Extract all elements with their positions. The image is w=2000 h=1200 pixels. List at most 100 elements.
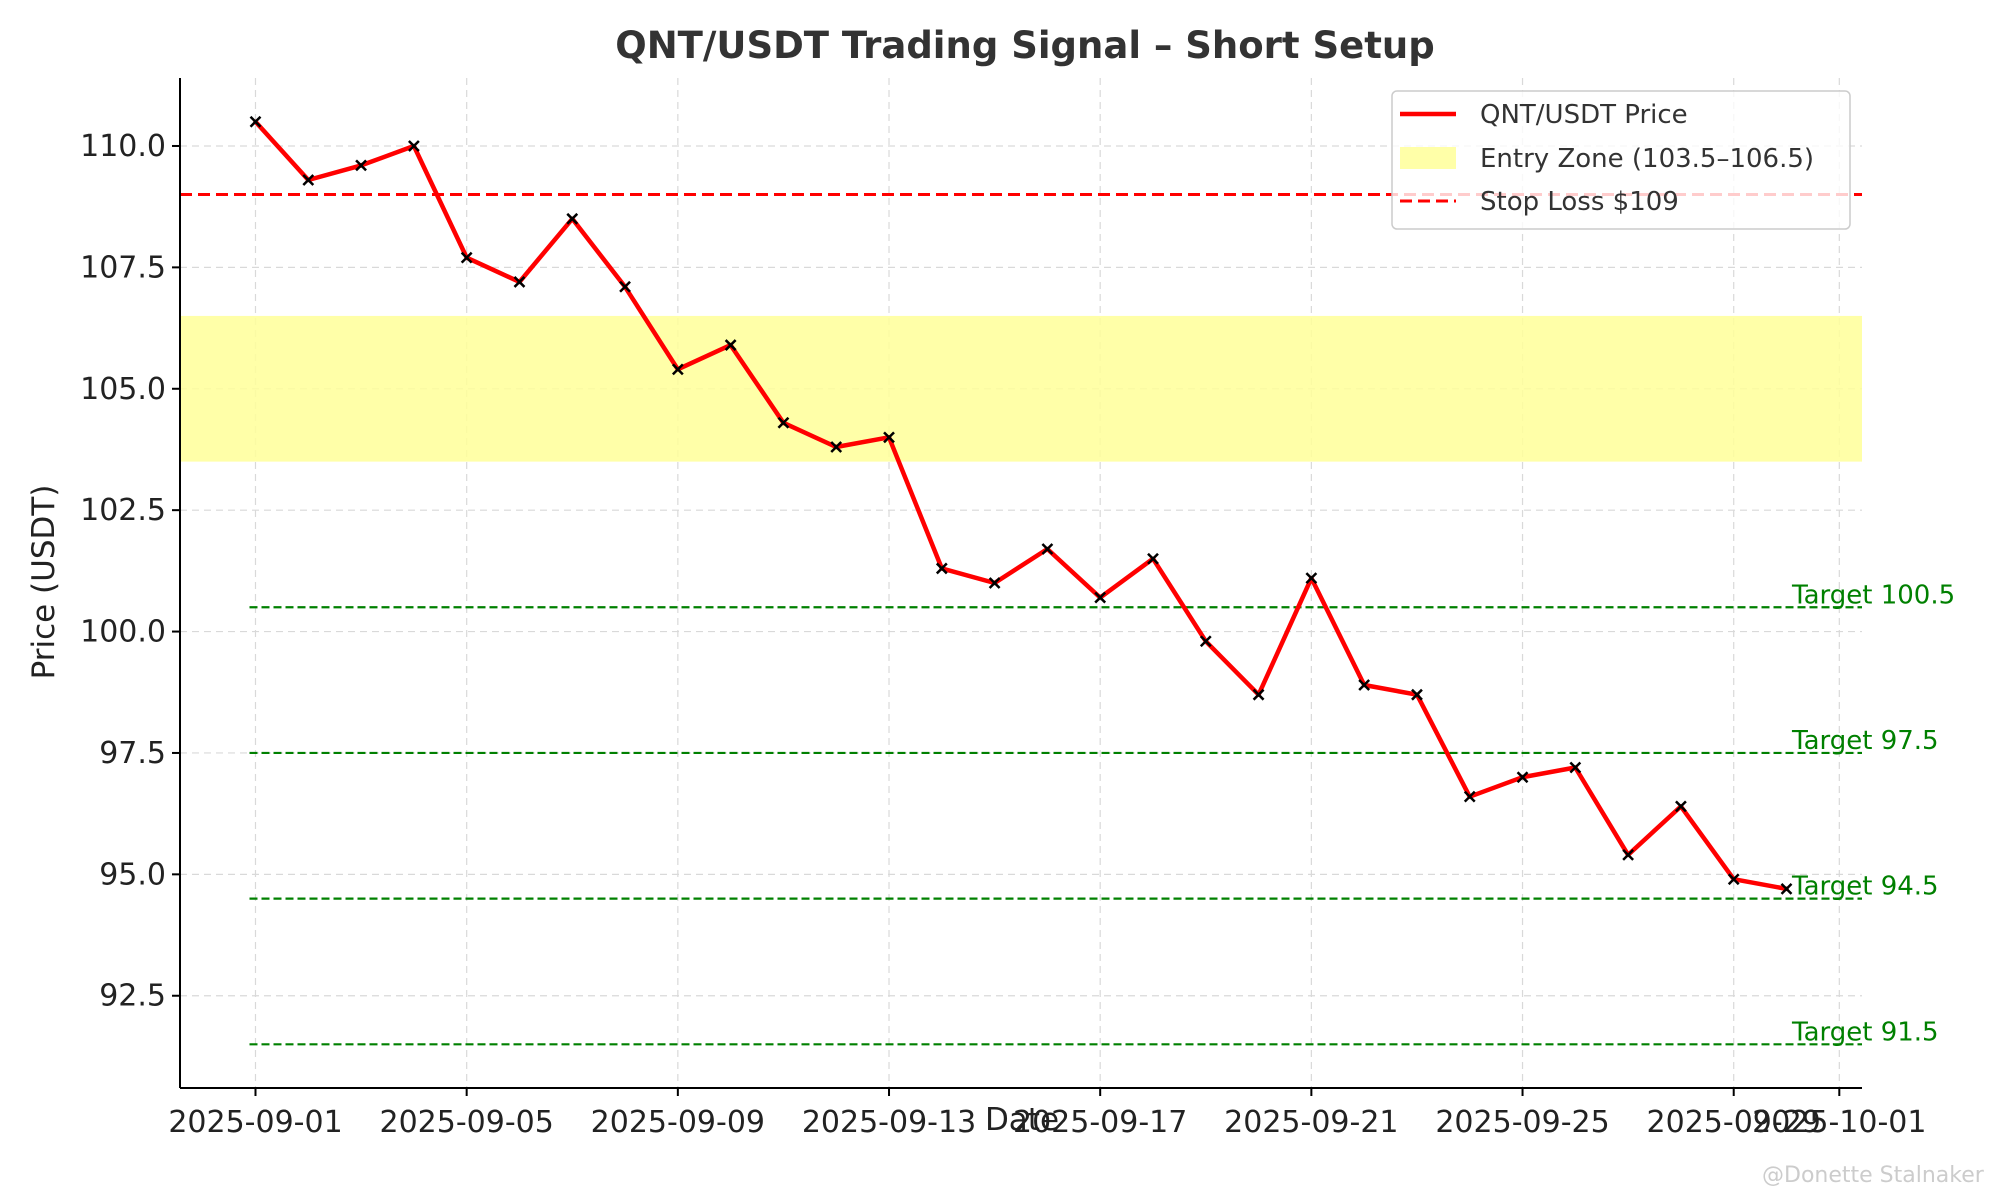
price-point xyxy=(1675,800,1687,813)
price-point xyxy=(1305,572,1318,585)
price-point xyxy=(724,339,737,351)
y-tick-label: 107.5 xyxy=(80,250,166,285)
price-point-mark xyxy=(407,140,420,152)
price-point-mark xyxy=(724,339,737,351)
entry-zone-band xyxy=(180,315,1862,462)
price-point-mark xyxy=(1411,688,1423,701)
price-point-mark xyxy=(302,174,315,186)
price-point xyxy=(671,363,684,376)
x-tick-label: 2025-10-01 xyxy=(1752,1105,1926,1140)
y-tick-label: 97.5 xyxy=(99,736,166,771)
price-point-mark xyxy=(1727,873,1740,886)
price-point-mark xyxy=(1780,883,1793,895)
price-point-mark xyxy=(988,577,1001,589)
legend-box xyxy=(1391,90,1851,230)
target-label: Target 100.5 xyxy=(1791,580,1955,610)
price-point xyxy=(1147,552,1159,565)
x-tick-label: 2025-09-17 xyxy=(1013,1105,1187,1140)
price-point xyxy=(883,431,895,444)
target-label: Target 97.5 xyxy=(1791,726,1939,756)
price-point-mark xyxy=(1305,572,1318,585)
price-point xyxy=(1727,873,1740,886)
price-point-mark xyxy=(777,416,790,429)
price-point xyxy=(1199,635,1212,648)
target-label: Target 91.5 xyxy=(1791,1017,1939,1047)
price-point xyxy=(355,159,367,172)
price-point xyxy=(619,280,631,293)
price-point-mark xyxy=(1516,771,1529,784)
price-point xyxy=(566,212,579,225)
price-point-mark xyxy=(1569,761,1582,774)
x-axis-label: Date xyxy=(985,1102,1059,1138)
y-tick-label: 105.0 xyxy=(80,372,166,407)
x-tick-label: 2025-09-01 xyxy=(168,1105,342,1140)
price-series-line xyxy=(253,119,1789,892)
price-point-mark xyxy=(1675,800,1687,813)
y-axis-label: Price (USDT) xyxy=(26,485,62,680)
price-point xyxy=(1411,688,1423,701)
x-tick-label: 2025-09-05 xyxy=(379,1105,553,1140)
price-point-mark xyxy=(1463,790,1476,803)
price-point-mark xyxy=(460,251,473,264)
entry-zone-layer xyxy=(180,315,1862,462)
x-tick-label: 2025-09-25 xyxy=(1435,1105,1609,1140)
y-tick-label: 102.5 xyxy=(80,493,166,528)
x-tick-label: 2025-09-29 xyxy=(1647,1105,1821,1140)
x-tick-label: 2025-09-09 xyxy=(591,1105,765,1140)
x-tick-label: 2025-09-21 xyxy=(1224,1105,1398,1140)
price-point-mark xyxy=(1147,552,1159,565)
price-point xyxy=(1094,591,1107,604)
price-point xyxy=(830,441,843,453)
legend-entry-zone-label: Entry Zone (103.5–106.5) xyxy=(1480,144,1814,174)
tick-labels: 92.5 95.0 97.5 100.0 102.5 105.0 107.5 110.0 202… xyxy=(80,129,1926,1140)
x-tick-label: 2025-09-13 xyxy=(802,1105,976,1140)
price-point xyxy=(249,115,262,128)
levels-layer: Target 100.5 Target 97.5 Target 94.5 Target… xyxy=(180,193,1955,1047)
price-point xyxy=(777,416,790,429)
price-point-mark xyxy=(671,363,684,376)
price-point xyxy=(1041,543,1054,555)
y-tick-label: 92.5 xyxy=(99,979,166,1014)
watermark-text: @Donette Stalnaker xyxy=(1762,1163,1985,1188)
axes xyxy=(172,78,1862,1096)
price-point xyxy=(988,577,1001,589)
price-point-mark xyxy=(883,431,895,444)
price-point xyxy=(460,251,473,264)
price-point-mark xyxy=(513,276,526,288)
price-point xyxy=(407,140,420,152)
price-point xyxy=(1516,771,1529,784)
price-point-mark xyxy=(1358,679,1371,691)
chart-title: QNT/USDT Trading Signal – Short Setup xyxy=(615,24,1435,67)
price-point xyxy=(1780,883,1793,895)
price-point-mark xyxy=(1199,635,1212,648)
price-point-mark xyxy=(1252,688,1265,701)
price-point xyxy=(1569,761,1582,774)
target-label: Target 94.5 xyxy=(1791,872,1939,902)
y-tick-label: 95.0 xyxy=(99,857,166,892)
y-tick-label: 100.0 xyxy=(80,615,166,650)
y-tick-label: 110.0 xyxy=(80,129,166,164)
legend-entry-zone-swatch xyxy=(1400,147,1456,169)
price-point-mark xyxy=(249,115,262,128)
price-point-mark xyxy=(1041,543,1054,555)
price-point-mark xyxy=(830,441,843,453)
price-point-mark xyxy=(1622,849,1635,861)
price-point-mark xyxy=(619,280,631,293)
price-point-mark xyxy=(566,212,579,225)
price-point xyxy=(1463,790,1476,803)
price-point xyxy=(935,562,948,575)
price-point xyxy=(1622,849,1635,861)
legend-price-label: QNT/USDT Price xyxy=(1480,100,1688,130)
price-point-mark xyxy=(355,159,367,172)
price-point xyxy=(1358,679,1371,691)
legend: QNT/USDT Price Entry Zone (103.5–106.5) … xyxy=(1391,90,1851,230)
series-layer xyxy=(249,115,1793,895)
price-point xyxy=(302,174,315,186)
legend-stop-loss-label: Stop Loss $109 xyxy=(1480,187,1679,217)
price-point xyxy=(513,276,526,288)
price-point-mark xyxy=(935,562,948,575)
price-point-mark xyxy=(1094,591,1107,604)
price-point xyxy=(1252,688,1265,701)
